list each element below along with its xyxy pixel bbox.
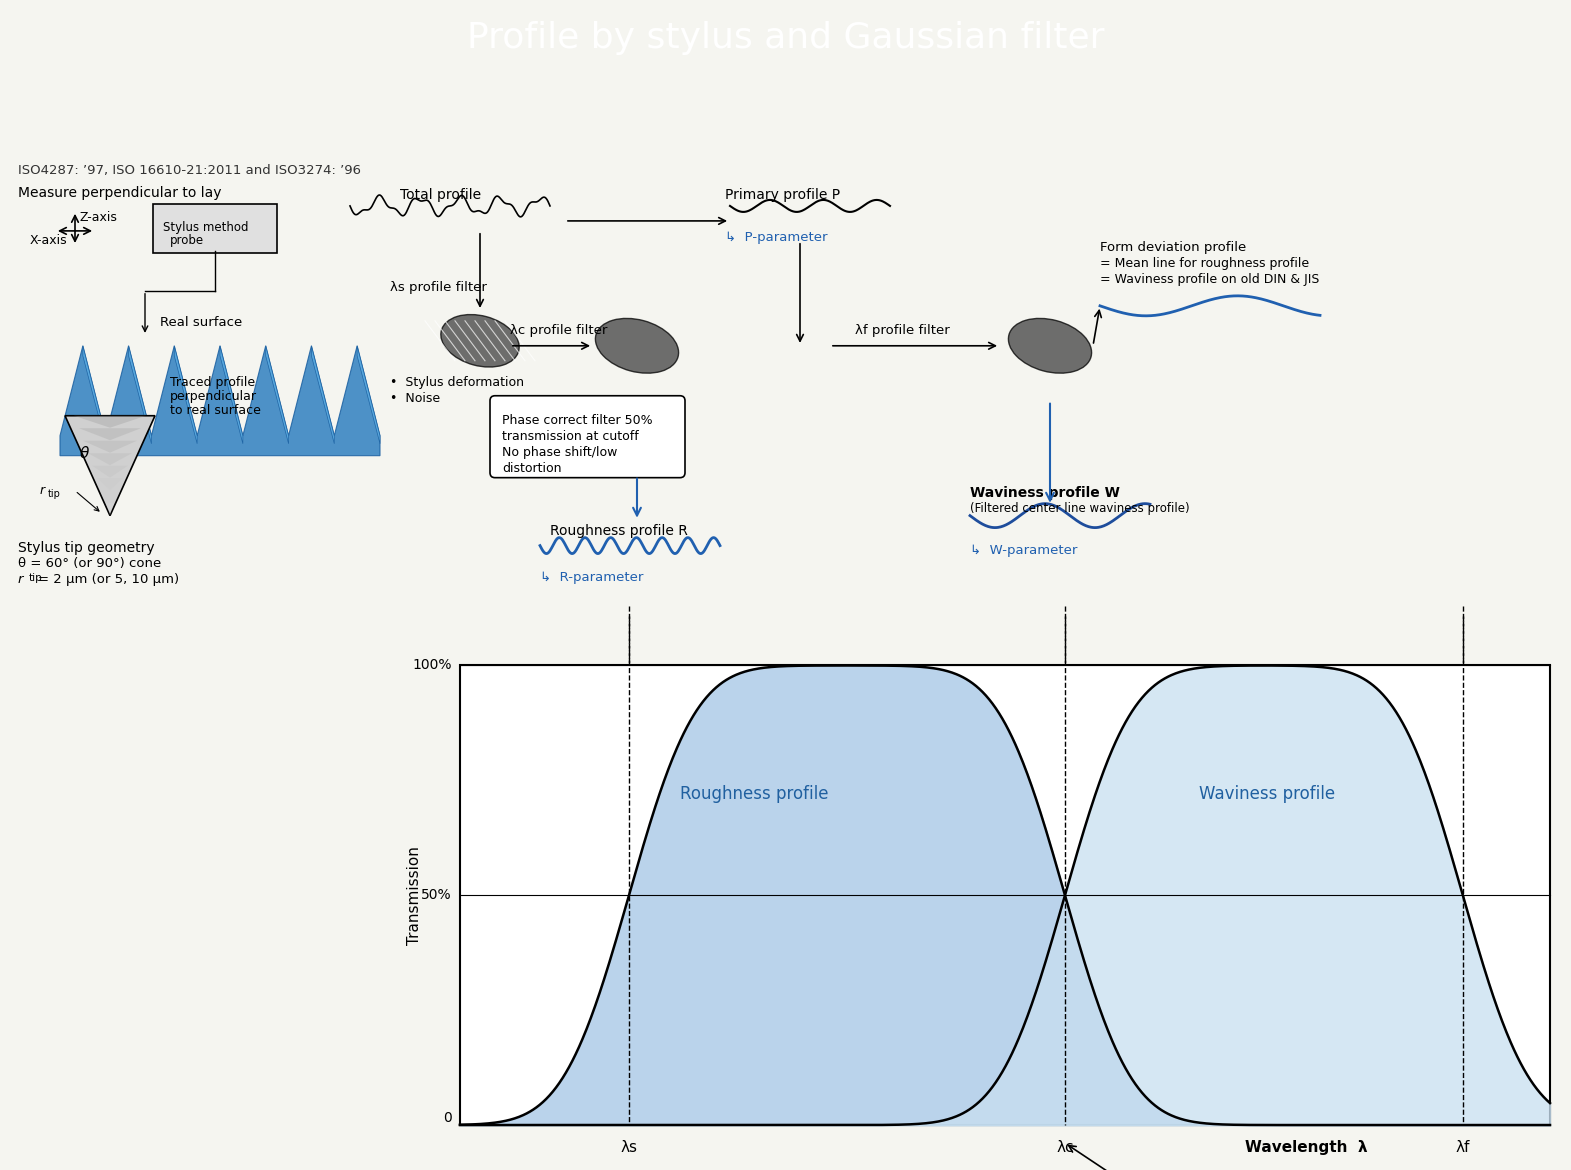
Ellipse shape xyxy=(1009,318,1092,373)
Text: Profile by stylus and Gaussian filter: Profile by stylus and Gaussian filter xyxy=(467,21,1104,55)
Text: λs: λs xyxy=(621,1140,638,1155)
Text: ↳  R-parameter: ↳ R-parameter xyxy=(540,571,644,584)
Text: Z-axis: Z-axis xyxy=(80,211,118,223)
Text: to real surface: to real surface xyxy=(170,404,261,417)
Text: r: r xyxy=(17,572,24,585)
Text: No phase shift/low: No phase shift/low xyxy=(503,446,617,459)
Polygon shape xyxy=(97,479,123,490)
Text: Primary profile P: Primary profile P xyxy=(724,188,840,202)
Polygon shape xyxy=(83,346,105,443)
Text: Stylus method: Stylus method xyxy=(163,221,248,234)
Text: Roughness profile: Roughness profile xyxy=(680,785,828,803)
Text: Form deviation profile: Form deviation profile xyxy=(1100,241,1246,254)
Text: Roughness profile R: Roughness profile R xyxy=(550,524,688,538)
Text: X-axis: X-axis xyxy=(30,234,68,247)
Polygon shape xyxy=(311,346,335,443)
Polygon shape xyxy=(79,428,141,440)
Polygon shape xyxy=(88,453,132,466)
Polygon shape xyxy=(101,490,119,503)
Polygon shape xyxy=(357,346,380,443)
Text: Traced profile: Traced profile xyxy=(170,376,255,388)
Text: (Filtered center line waviness profile): (Filtered center line waviness profile) xyxy=(969,502,1189,515)
Text: Stylus tip geometry: Stylus tip geometry xyxy=(17,541,154,555)
Polygon shape xyxy=(74,415,146,428)
Text: 100%: 100% xyxy=(413,659,452,673)
Text: = 2 μm (or 5, 10 μm): = 2 μm (or 5, 10 μm) xyxy=(38,572,179,585)
Text: λf profile filter: λf profile filter xyxy=(855,324,950,337)
Text: Measure perpendicular to lay: Measure perpendicular to lay xyxy=(17,186,222,200)
Text: Real surface: Real surface xyxy=(160,316,242,329)
Polygon shape xyxy=(129,346,151,443)
Text: ↳  P-parameter: ↳ P-parameter xyxy=(724,230,828,243)
Polygon shape xyxy=(174,346,196,443)
Text: tip: tip xyxy=(28,572,42,583)
Text: Transmission: Transmission xyxy=(407,846,423,944)
Text: Waviness profile W: Waviness profile W xyxy=(969,486,1120,500)
Polygon shape xyxy=(220,346,244,443)
Polygon shape xyxy=(105,503,115,515)
Text: θ = 60° (or 90°) cone: θ = 60° (or 90°) cone xyxy=(17,557,162,570)
Text: 0: 0 xyxy=(443,1112,452,1126)
Polygon shape xyxy=(265,346,289,443)
Polygon shape xyxy=(64,415,156,516)
Text: λc: λc xyxy=(1056,1140,1073,1155)
Ellipse shape xyxy=(595,318,679,373)
FancyBboxPatch shape xyxy=(152,204,276,253)
Text: ↳  W-parameter: ↳ W-parameter xyxy=(969,544,1078,557)
Text: perpendicular: perpendicular xyxy=(170,390,258,402)
Text: ISO4287: ’97, ISO 16610-21:2011 and ISO3274: ’96: ISO4287: ’97, ISO 16610-21:2011 and ISO3… xyxy=(17,164,361,177)
Text: r: r xyxy=(39,483,46,496)
Text: Total profile: Total profile xyxy=(401,188,481,202)
Text: θ: θ xyxy=(80,446,90,461)
Polygon shape xyxy=(83,441,137,453)
Text: Waviness profile: Waviness profile xyxy=(1199,785,1335,803)
Text: distortion: distortion xyxy=(503,462,561,475)
Text: probe: probe xyxy=(170,234,204,247)
Bar xyxy=(460,666,1551,1126)
Text: λs profile filter: λs profile filter xyxy=(390,281,487,294)
Ellipse shape xyxy=(441,315,518,367)
Text: transmission at cutoff: transmission at cutoff xyxy=(503,429,639,442)
Text: tip: tip xyxy=(49,489,61,498)
Polygon shape xyxy=(60,346,380,455)
Text: Phase correct filter 50%: Phase correct filter 50% xyxy=(503,414,652,427)
Text: λc profile filter: λc profile filter xyxy=(511,324,608,337)
Text: Wavelength  λ: Wavelength λ xyxy=(1244,1140,1367,1155)
Text: •  Stylus deformation: • Stylus deformation xyxy=(390,376,525,388)
Text: •  Noise: • Noise xyxy=(390,392,440,405)
Polygon shape xyxy=(93,466,127,477)
Text: λf: λf xyxy=(1456,1140,1470,1155)
Text: 50%: 50% xyxy=(421,888,452,902)
FancyBboxPatch shape xyxy=(490,395,685,477)
Text: = Waviness profile on old DIN & JIS: = Waviness profile on old DIN & JIS xyxy=(1100,273,1320,285)
Text: = Mean line for roughness profile: = Mean line for roughness profile xyxy=(1100,257,1309,270)
